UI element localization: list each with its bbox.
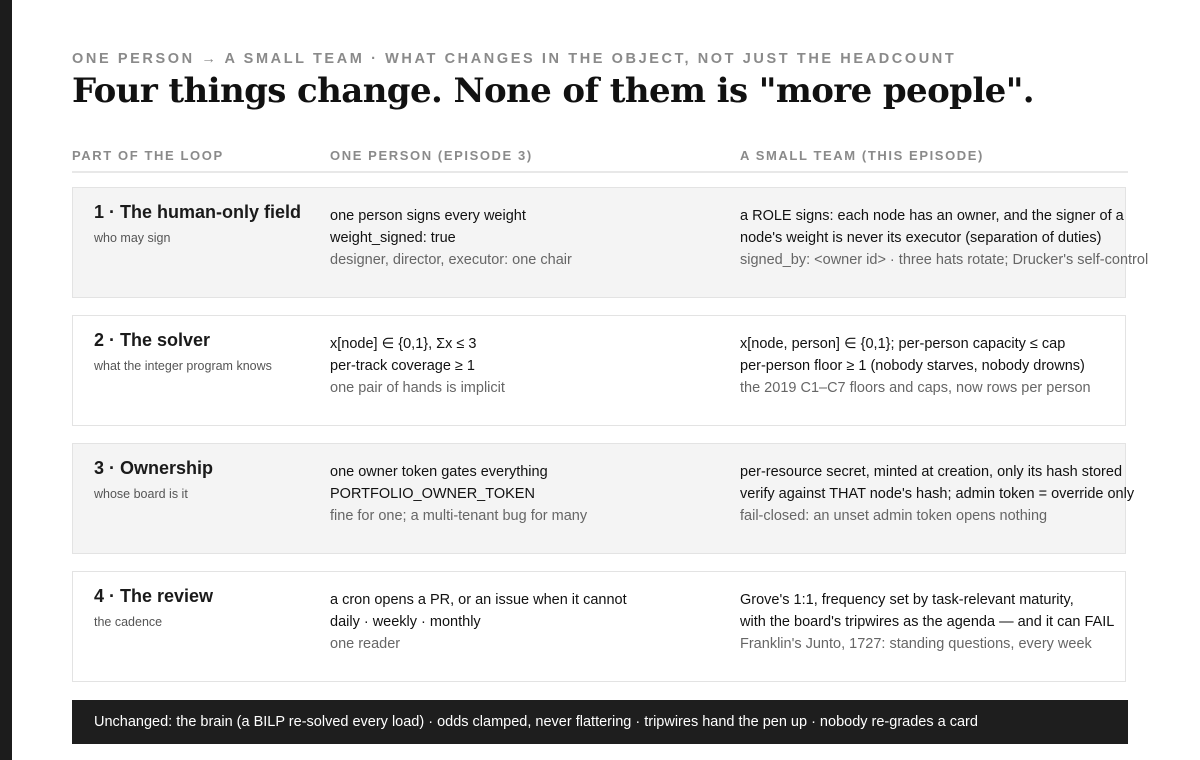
column-header-part: PART OF THE LOOP (72, 148, 224, 163)
cell-line: a ROLE signs: each node has an owner, an… (740, 208, 1124, 224)
cell-note: one pair of hands is implicit (330, 380, 505, 396)
kicker: ONE PERSON → A SMALL TEAM · WHAT CHANGES… (72, 51, 957, 67)
small-team-cell: Grove's 1:1, frequency set by task-relev… (740, 589, 1114, 655)
header-divider (72, 171, 1128, 173)
row-subtitle: what the integer program knows (94, 359, 272, 373)
cell-line: per-person floor ≥ 1 (nobody starves, no… (740, 358, 1085, 374)
page-title: Four things change. None of them is "mor… (72, 71, 1035, 111)
cell-line: node's weight is never its executor (sep… (740, 230, 1102, 246)
cell-note: Franklin's Junto, 1727: standing questio… (740, 636, 1092, 652)
one-person-cell: x[node] ∈ {0,1}, Σx ≤ 3 per-track covera… (330, 333, 505, 399)
row-title: 3 · Ownership (94, 458, 214, 478)
cell-line: verify against THAT node's hash; admin t… (740, 486, 1135, 502)
table-row: 1 · The human-only field who may sign on… (72, 187, 1148, 298)
cell-note: fine for one; a multi-tenant bug for man… (330, 508, 588, 524)
cell-line: a cron opens a PR, or an issue when it c… (330, 592, 627, 608)
column-header-one-person: ONE PERSON (EPISODE 3) (330, 148, 533, 163)
cell-line: per-resource secret, minted at creation,… (740, 464, 1123, 480)
small-team-cell: per-resource secret, minted at creation,… (740, 461, 1134, 527)
cell-note: the 2019 C1–C7 floors and caps, now rows… (740, 380, 1091, 396)
row-subtitle: whose board is it (94, 487, 188, 501)
one-person-cell: a cron opens a PR, or an issue when it c… (330, 589, 627, 655)
cell-line: PORTFOLIO_OWNER_TOKEN (330, 486, 535, 502)
one-person-cell: one person signs every weight weight_sig… (330, 205, 572, 271)
cell-note: designer, director, executor: one chair (330, 252, 572, 268)
cell-line: daily · weekly · monthly (330, 614, 481, 630)
summary-bar: Unchanged: the brain (a BILP re-solved e… (72, 700, 1128, 744)
small-team-cell: x[node, person] ∈ {0,1}; per-person capa… (740, 333, 1091, 399)
one-person-cell: one owner token gates everything PORTFOL… (330, 461, 587, 527)
cell-line: x[node] ∈ {0,1}, Σx ≤ 3 (330, 336, 477, 352)
cell-line: weight_signed: true (330, 230, 456, 246)
cell-note: fail-closed: an unset admin token opens … (740, 508, 1048, 524)
row-title: 2 · The solver (94, 330, 211, 350)
table-row: 2 · The solver what the integer program … (72, 315, 1126, 426)
left-edge-bar (0, 0, 12, 760)
cell-line: Grove's 1:1, frequency set by task-relev… (740, 592, 1074, 608)
small-team-cell: a ROLE signs: each node has an owner, an… (740, 205, 1148, 271)
cell-note: one reader (330, 636, 401, 652)
table-row: 4 · The review the cadence a cron opens … (72, 571, 1126, 682)
cell-line: one person signs every weight (330, 208, 526, 224)
cell-line: one owner token gates everything (330, 464, 548, 480)
row-title: 4 · The review (94, 586, 214, 606)
cell-line: with the board's tripwires as the agenda… (740, 614, 1115, 630)
table-row: 3 · Ownership whose board is it one owne… (72, 443, 1134, 554)
row-subtitle: who may sign (94, 231, 171, 245)
row-subtitle: the cadence (94, 615, 163, 629)
cell-line: per-track coverage ≥ 1 (330, 358, 475, 374)
row-title: 1 · The human-only field (94, 202, 302, 222)
column-header-small-team: A SMALL TEAM (THIS EPISODE) (740, 148, 984, 163)
cell-note: signed_by: <owner id> · three hats rotat… (740, 252, 1149, 268)
cell-line: x[node, person] ∈ {0,1}; per-person capa… (740, 336, 1066, 352)
summary-text: Unchanged: the brain (a BILP re-solved e… (94, 714, 978, 730)
